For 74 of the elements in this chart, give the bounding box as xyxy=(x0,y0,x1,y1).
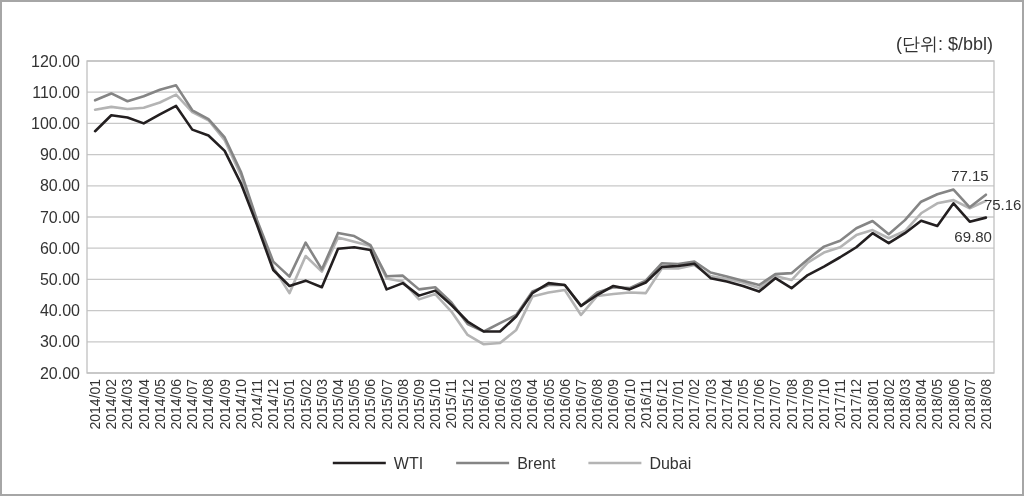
x-tick-label: 2016/07 xyxy=(572,378,589,430)
y-tick-label: 60.00 xyxy=(39,239,81,257)
x-tick-label: 2014/06 xyxy=(168,378,185,430)
x-tick-label: 2016/09 xyxy=(605,378,622,430)
x-tick-label: 2018/05 xyxy=(929,378,946,430)
x-tick-label: 2015/11 xyxy=(443,378,460,429)
x-tick-label: 2014/04 xyxy=(135,378,152,430)
text: (단위: $/bbl) xyxy=(895,34,993,54)
x-tick-label: 2015/12 xyxy=(459,378,476,430)
x-tick-label: 2014/03 xyxy=(119,378,136,430)
x-tick-label: 2016/06 xyxy=(556,378,573,430)
x-tick-label: 2017/12 xyxy=(848,378,865,430)
x-tick-label: 2015/09 xyxy=(411,378,428,430)
x-tick-label: 2016/10 xyxy=(621,378,638,430)
x-tick-label: 2015/03 xyxy=(313,378,330,430)
x-tick-label: 2017/03 xyxy=(702,378,719,430)
x-tick-label: 2016/02 xyxy=(492,378,509,430)
x-tick-label: 2014/02 xyxy=(103,378,120,430)
x-tick-label: 2017/06 xyxy=(751,378,768,430)
x-tick-label: 2014/09 xyxy=(216,378,233,430)
x-tick-label: 2018/01 xyxy=(864,378,881,430)
x-tick-label: 2017/02 xyxy=(686,378,703,430)
x-tick-label: 2017/01 xyxy=(670,378,687,430)
x-tick-label: 2017/05 xyxy=(734,378,751,430)
x-tick-label: 2015/02 xyxy=(297,378,314,430)
legend-label: Dubai xyxy=(649,454,692,472)
y-tick-label: 70.00 xyxy=(39,208,81,226)
x-tick-label: 2018/07 xyxy=(961,378,978,430)
x-tick-label: 2016/08 xyxy=(589,378,606,430)
x-tick-label: 2017/08 xyxy=(783,378,800,430)
x-tick-label: 2014/12 xyxy=(265,378,282,430)
x-tick-label: 2016/05 xyxy=(540,378,557,430)
x-tick-label: 2017/11 xyxy=(832,378,849,429)
x-tick-label: 2018/03 xyxy=(896,378,913,430)
y-tick-label: 50.00 xyxy=(39,270,81,288)
x-tick-label: 2015/04 xyxy=(330,378,347,430)
y-tick-label: 110.00 xyxy=(32,83,81,101)
x-tick-label: 2018/04 xyxy=(913,378,930,430)
x-tick-label: 2017/10 xyxy=(815,378,832,430)
legend-label: WTI xyxy=(393,454,424,472)
y-tick-label: 30.00 xyxy=(39,333,81,351)
x-tick-label: 2015/07 xyxy=(378,378,395,430)
x-tick-label: 2016/11 xyxy=(637,378,654,429)
legend-label: Brent xyxy=(517,454,556,472)
x-tick-label: 2015/05 xyxy=(346,378,363,430)
x-tick-label: 2014/05 xyxy=(151,378,168,430)
y-tick-label: 80.00 xyxy=(39,177,81,195)
x-tick-label: 2015/01 xyxy=(281,378,298,430)
x-tick-label: 2016/01 xyxy=(475,378,492,430)
x-tick-label: 2017/07 xyxy=(767,378,784,430)
x-tick-label: 2014/08 xyxy=(200,378,217,430)
x-tick-label: 2014/11 xyxy=(249,378,266,429)
y-tick-label: 120.00 xyxy=(31,52,81,70)
x-tick-label: 2016/03 xyxy=(508,378,525,430)
x-tick-label: 2018/08 xyxy=(977,378,994,430)
y-tick-label: 100.00 xyxy=(31,114,81,132)
x-tick-label: 2014/01 xyxy=(87,378,104,430)
x-tick-label: 2015/08 xyxy=(394,378,411,430)
data-label: 77.15 xyxy=(951,166,989,184)
x-tick-label: 2014/07 xyxy=(184,378,201,430)
x-tick-label: 2017/04 xyxy=(718,378,735,430)
x-tick-label: 2017/09 xyxy=(799,378,816,430)
x-tick-label: 2016/04 xyxy=(524,378,541,430)
x-tick-label: 2016/12 xyxy=(653,378,670,430)
x-tick-label: 2015/10 xyxy=(427,378,444,430)
x-tick-label: 2018/06 xyxy=(945,378,962,430)
x-tick-label: 2018/02 xyxy=(880,378,897,430)
y-tick-label: 40.00 xyxy=(39,302,81,320)
y-tick-label: 20.00 xyxy=(39,364,81,382)
x-tick-label: 2015/06 xyxy=(362,378,379,430)
y-tick-label: 90.00 xyxy=(39,146,81,164)
x-tick-label: 2014/10 xyxy=(232,378,249,430)
data-label: 75.16 xyxy=(983,196,1022,214)
data-label: 69.80 xyxy=(954,227,992,245)
